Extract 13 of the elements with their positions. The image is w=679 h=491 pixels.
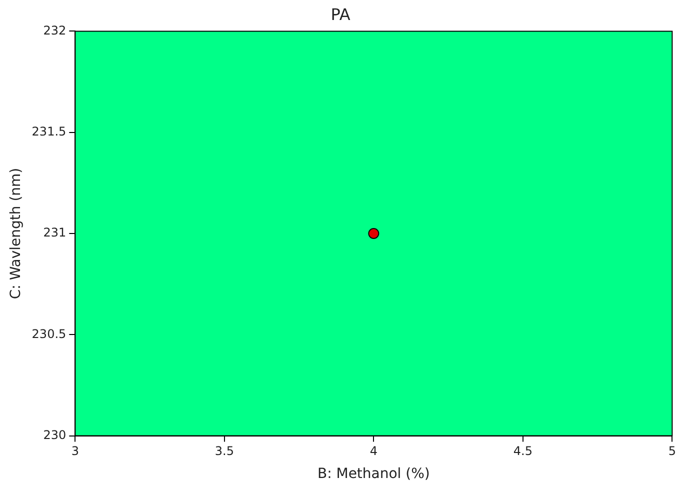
x-tick-label: 5 [668, 444, 676, 458]
x-tick-label: 4 [370, 444, 378, 458]
x-tick-label: 3 [71, 444, 79, 458]
x-axis-title: B: Methanol (%) [317, 466, 430, 482]
y-tick-label: 231.5 [32, 124, 66, 138]
y-tick-label: 231 [43, 226, 66, 240]
chart-title: PA [330, 4, 350, 24]
y-tick-label: 230.5 [32, 326, 66, 341]
x-tick-label: 3.5 [214, 444, 234, 458]
y-tick-label: 230 [43, 428, 66, 442]
y-axis-title: C: Wavlength (nm) [8, 168, 24, 300]
x-tick-label: 4.5 [513, 444, 532, 458]
y-tick-label: 232 [43, 23, 66, 38]
